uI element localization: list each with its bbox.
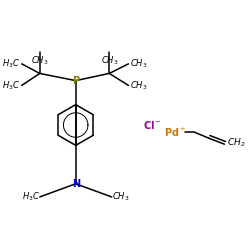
Text: Pd$^+$: Pd$^+$ <box>164 126 186 139</box>
Text: $CH_3$: $CH_3$ <box>130 58 147 70</box>
Text: $H_3C$: $H_3C$ <box>22 191 40 203</box>
Text: N: N <box>72 179 80 189</box>
Text: $CH_3$: $CH_3$ <box>31 54 48 67</box>
Text: $H_3C$: $H_3C$ <box>2 79 21 92</box>
Text: Cl$^-$: Cl$^-$ <box>143 119 162 131</box>
Text: $CH_2$: $CH_2$ <box>227 137 246 149</box>
Text: $CH_3$: $CH_3$ <box>112 191 129 203</box>
Text: $CH_3$: $CH_3$ <box>130 79 147 92</box>
Text: $CH_3$: $CH_3$ <box>100 54 118 67</box>
Text: $H_3C$: $H_3C$ <box>2 58 21 70</box>
Text: P: P <box>72 76 79 86</box>
